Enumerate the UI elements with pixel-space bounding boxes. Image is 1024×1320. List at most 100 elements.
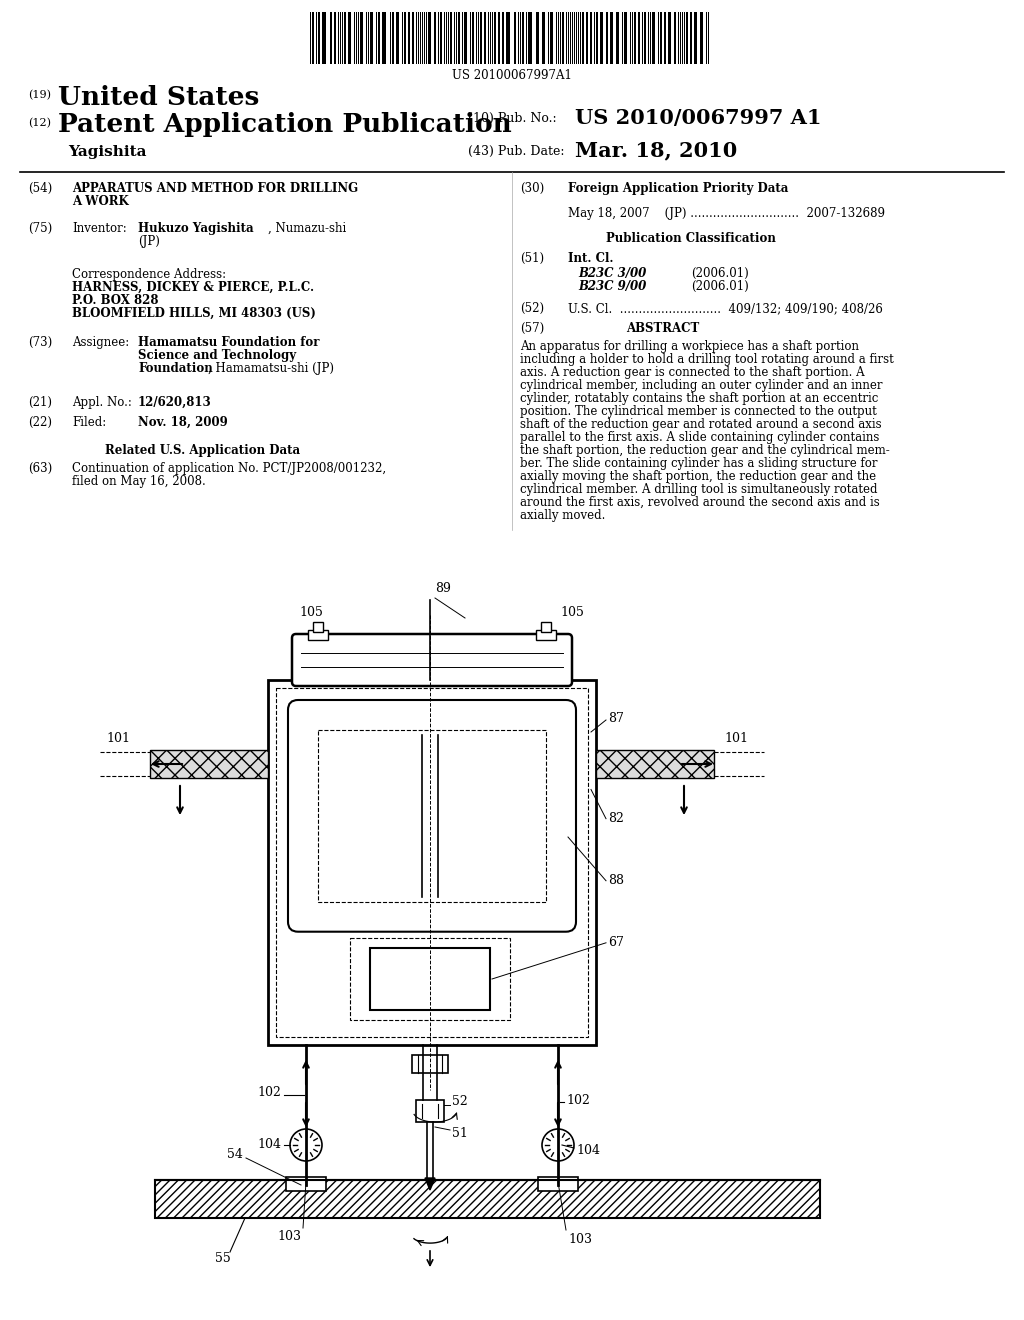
Text: Hamamatsu Foundation for: Hamamatsu Foundation for	[138, 337, 319, 348]
Text: ABSTRACT: ABSTRACT	[626, 322, 699, 335]
Text: 101: 101	[106, 733, 130, 744]
Bar	[596, 750, 714, 777]
Bar	[334, 12, 336, 63]
Bar	[318, 12, 319, 63]
Bar	[308, 630, 328, 640]
Text: 105: 105	[299, 606, 323, 619]
Bar	[350, 939, 510, 1020]
Text: (51): (51)	[520, 252, 544, 265]
Text: Patent Application Publication: Patent Application Publication	[58, 112, 512, 137]
Text: (52): (52)	[520, 302, 544, 315]
Text: US 20100067997A1: US 20100067997A1	[452, 69, 572, 82]
Bar	[322, 12, 326, 63]
Bar	[348, 12, 351, 63]
Bar	[494, 12, 496, 63]
Text: U.S. Cl.  ...........................  409/132; 409/190; 408/26: U.S. Cl. ........................... 409…	[568, 302, 883, 315]
Bar	[562, 12, 564, 63]
Text: 87: 87	[608, 711, 624, 725]
Text: 82: 82	[608, 812, 624, 825]
Text: cylindrical member, including an outer cylinder and an inner: cylindrical member, including an outer c…	[520, 379, 883, 392]
Bar	[370, 948, 490, 1010]
Bar	[276, 688, 588, 1038]
Text: 101: 101	[724, 733, 748, 744]
Text: around the first axis, revolved around the second axis and is: around the first axis, revolved around t…	[520, 496, 880, 510]
Text: Hukuzo Yagishita: Hukuzo Yagishita	[138, 222, 254, 235]
Text: filed on May 16, 2008.: filed on May 16, 2008.	[72, 475, 206, 488]
Text: including a holder to hold a drilling tool rotating around a first: including a holder to hold a drilling to…	[520, 352, 894, 366]
Bar	[416, 1100, 444, 1122]
Text: B23C 3/00: B23C 3/00	[578, 267, 646, 280]
Text: Assignee:: Assignee:	[72, 337, 129, 348]
Text: A WORK: A WORK	[72, 195, 129, 209]
Text: 102: 102	[566, 1093, 590, 1106]
Bar	[690, 12, 692, 63]
Bar	[634, 12, 636, 63]
Bar	[522, 12, 524, 63]
Text: Foreign Application Priority Data: Foreign Application Priority Data	[568, 182, 788, 195]
Text: axially moving the shaft portion, the reduction gear and the: axially moving the shaft portion, the re…	[520, 470, 877, 483]
Text: (75): (75)	[28, 222, 52, 235]
Text: United States: United States	[58, 84, 259, 110]
Bar	[480, 12, 482, 63]
Text: 51: 51	[452, 1127, 468, 1140]
Bar	[382, 12, 386, 63]
Bar	[360, 12, 362, 63]
Bar	[668, 12, 671, 63]
Bar	[536, 630, 556, 640]
Text: , Numazu-shi: , Numazu-shi	[268, 222, 346, 235]
Bar	[528, 12, 532, 63]
Text: (JP): (JP)	[138, 235, 160, 248]
Bar	[312, 12, 314, 63]
Text: (43) Pub. Date:: (43) Pub. Date:	[468, 145, 564, 158]
Text: (10) Pub. No.:: (10) Pub. No.:	[468, 112, 557, 125]
Text: US 2010/0067997 A1: US 2010/0067997 A1	[575, 108, 821, 128]
Text: cylinder, rotatably contains the shaft portion at an eccentric: cylinder, rotatably contains the shaft p…	[520, 392, 879, 405]
Circle shape	[290, 1129, 322, 1162]
Text: 89: 89	[435, 582, 451, 595]
Text: 105: 105	[560, 606, 584, 619]
Bar	[484, 12, 486, 63]
Text: (19): (19)	[28, 90, 51, 100]
Circle shape	[542, 1129, 574, 1162]
Bar	[396, 12, 399, 63]
Bar	[313, 622, 323, 632]
Bar	[370, 12, 373, 63]
Text: May 18, 2007    (JP) .............................  2007-132689: May 18, 2007 (JP) ......................…	[568, 207, 885, 220]
Bar	[674, 12, 676, 63]
Bar	[378, 12, 380, 63]
Text: HARNESS, DICKEY & PIERCE, P.L.C.: HARNESS, DICKEY & PIERCE, P.L.C.	[72, 281, 314, 294]
Text: 52: 52	[452, 1096, 468, 1107]
Text: 104: 104	[575, 1143, 600, 1156]
Bar	[652, 12, 655, 63]
Text: cylindrical member. A drilling tool is simultaneously rotated: cylindrical member. A drilling tool is s…	[520, 483, 878, 496]
Bar	[268, 680, 596, 1045]
Bar	[472, 12, 474, 63]
Bar	[450, 12, 452, 63]
Bar	[502, 12, 504, 63]
Bar	[392, 12, 394, 63]
Text: 102: 102	[257, 1086, 281, 1100]
Text: 104: 104	[257, 1138, 281, 1151]
Text: 103: 103	[278, 1230, 301, 1243]
Text: BLOOMFIELD HILLS, MI 48303 (US): BLOOMFIELD HILLS, MI 48303 (US)	[72, 308, 315, 319]
Text: (2006.01): (2006.01)	[691, 267, 749, 280]
Bar	[550, 12, 553, 63]
Bar	[458, 12, 460, 63]
Bar	[412, 12, 414, 63]
Bar	[586, 12, 588, 63]
Bar	[434, 12, 436, 63]
Text: Mar. 18, 2010: Mar. 18, 2010	[575, 140, 737, 160]
Text: 88: 88	[608, 874, 624, 887]
Bar	[590, 12, 592, 63]
Text: An apparatus for drilling a workpiece has a shaft portion: An apparatus for drilling a workpiece ha…	[520, 341, 859, 352]
Bar	[330, 12, 332, 63]
Text: (63): (63)	[28, 462, 52, 475]
Bar	[498, 12, 500, 63]
Text: 67: 67	[608, 936, 624, 949]
Text: Int. Cl.: Int. Cl.	[568, 252, 613, 265]
Bar	[538, 1177, 578, 1191]
Text: 12/620,813: 12/620,813	[138, 396, 212, 409]
Bar	[514, 12, 516, 63]
Text: APPARATUS AND METHOD FOR DRILLING: APPARATUS AND METHOD FOR DRILLING	[72, 182, 358, 195]
Text: Related U.S. Application Data: Related U.S. Application Data	[105, 444, 300, 457]
